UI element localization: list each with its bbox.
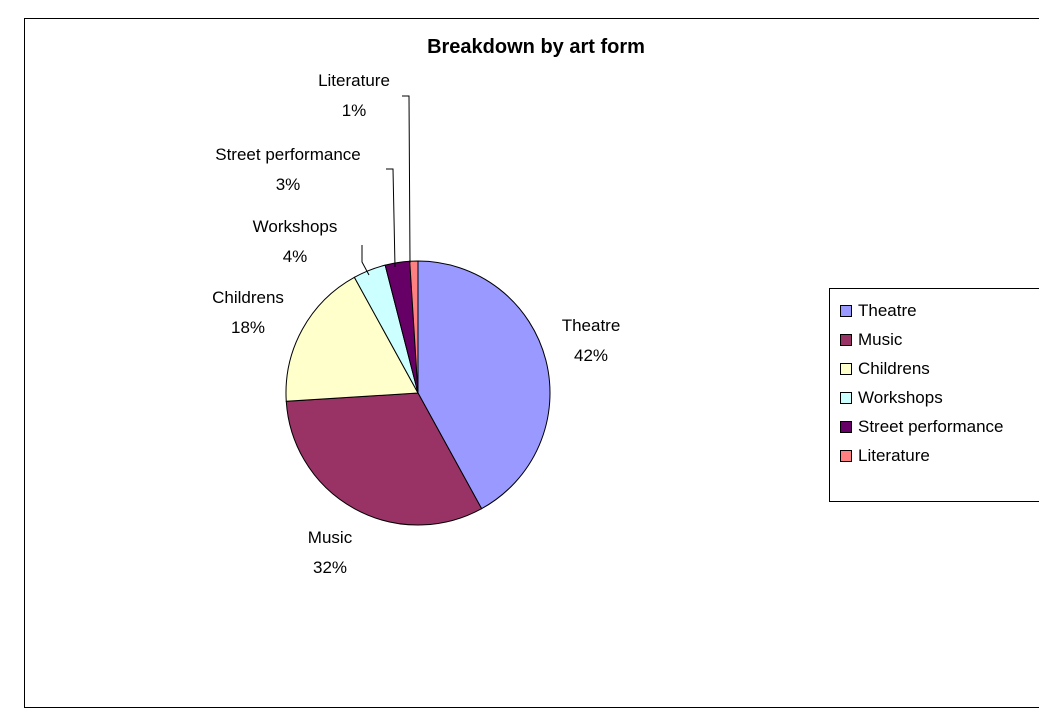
legend-swatch-literature	[840, 450, 852, 462]
slice-label-workshops: Workshops	[253, 217, 338, 236]
chart-legend: Theatre Music Childrens Workshops Street…	[829, 288, 1039, 502]
chart-title: Breakdown by art form	[427, 36, 645, 58]
legend-item-workshops: Workshops	[840, 386, 943, 410]
slice-percent-literature: 1%	[342, 101, 367, 120]
leader-line-street-performance	[386, 168, 396, 268]
legend-label-childrens: Childrens	[858, 359, 930, 378]
legend-label-workshops: Workshops	[858, 388, 943, 407]
leader-line-literature	[402, 95, 411, 264]
legend-swatch-music	[840, 334, 852, 346]
legend-item-music: Music	[840, 328, 902, 352]
legend-swatch-workshops	[840, 392, 852, 404]
slice-percent-street-performance: 3%	[276, 175, 301, 194]
legend-item-childrens: Childrens	[840, 357, 930, 381]
legend-item-literature: Literature	[840, 444, 930, 468]
slice-label-childrens: Childrens	[212, 288, 284, 307]
legend-label-literature: Literature	[858, 446, 930, 465]
legend-item-street-performance: Street performance	[840, 415, 1004, 439]
legend-label-street-performance: Street performance	[858, 417, 1004, 436]
pie-slice-music	[285, 392, 483, 526]
slice-percent-music: 32%	[313, 558, 347, 577]
legend-label-theatre: Theatre	[858, 301, 917, 320]
pie-slice-theatre	[417, 260, 551, 510]
slice-label-music: Music	[308, 528, 353, 547]
slice-percent-workshops: 4%	[283, 247, 308, 266]
legend-label-music: Music	[858, 330, 903, 349]
legend-swatch-street-performance	[840, 421, 852, 433]
legend-swatch-childrens	[840, 363, 852, 375]
slice-label-literature: Literature	[318, 71, 390, 90]
leader-line-workshops	[361, 245, 370, 276]
slice-label-street-performance: Street performance	[215, 145, 361, 164]
slice-label-theatre: Theatre	[562, 316, 621, 335]
slice-percent-childrens: 18%	[231, 318, 265, 337]
pie-slice-childrens	[285, 276, 419, 402]
legend-item-theatre: Theatre	[840, 299, 917, 323]
slice-percent-theatre: 42%	[574, 346, 608, 365]
legend-swatch-theatre	[840, 305, 852, 317]
